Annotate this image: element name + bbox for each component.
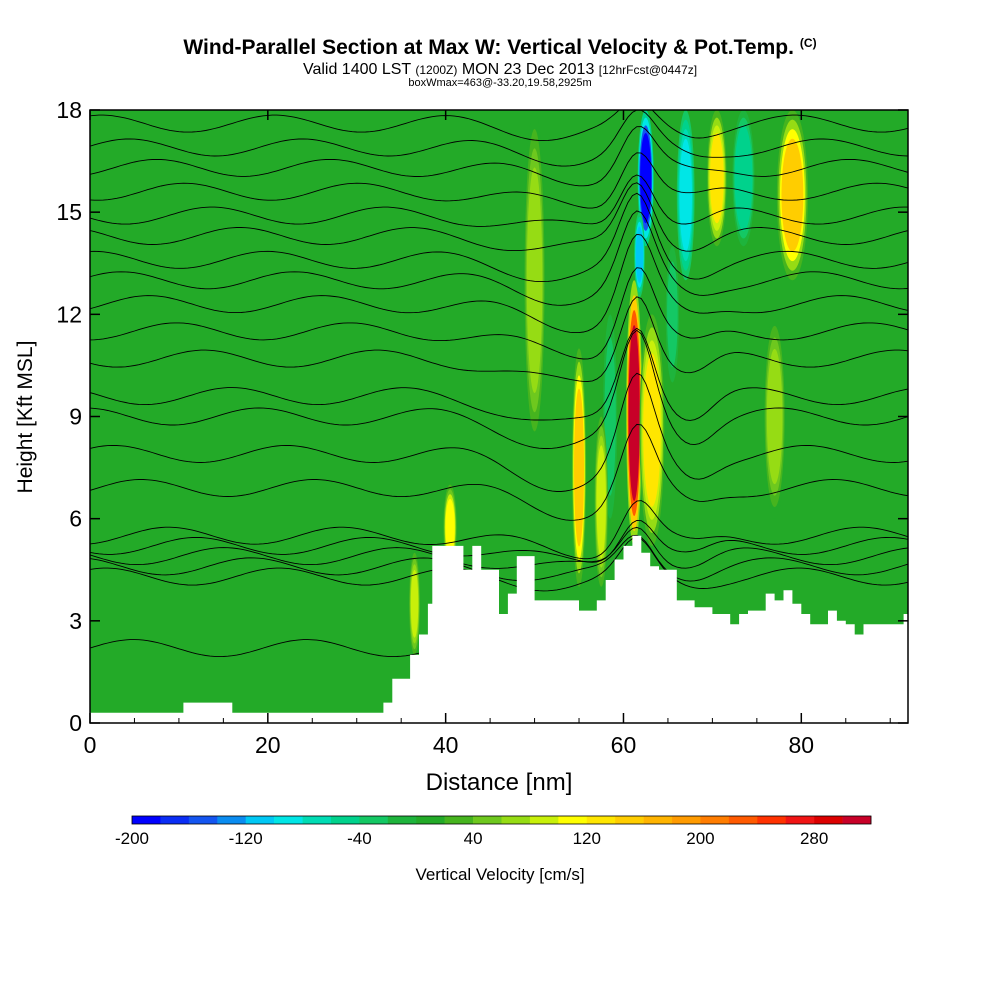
- colorbar-swatch-4: [245, 816, 275, 824]
- colorbar-swatch-19: [672, 816, 701, 824]
- axes: 0 20 40 60 80 0 3 6 9 12 15 18: [56, 97, 908, 758]
- downdraft-band-2-level-3: [679, 138, 692, 252]
- updraft-band-8-level-3: [526, 167, 543, 394]
- y-tick-label-6: 18: [56, 97, 82, 123]
- colorbar-swatch-5: [274, 816, 303, 824]
- colorbar-swatch-2: [188, 816, 218, 824]
- colorbar-swatch-1: [160, 816, 190, 824]
- theta-contour-5: [90, 500, 908, 560]
- theta-contour-14: [90, 192, 908, 283]
- y-tick-label-4: 12: [56, 301, 82, 327]
- y-tick-label-2: 6: [69, 506, 82, 532]
- colorbar-swatch-17: [615, 816, 644, 824]
- plot-area: [90, 110, 908, 723]
- colorbar-swatch-10: [416, 816, 445, 824]
- theta-contour-11: [90, 267, 908, 360]
- updraft-band-4-level-3: [781, 138, 804, 252]
- theta-contour-19: [90, 110, 908, 167]
- updraft-band-1-level-3: [628, 325, 640, 502]
- colorbar-tick-label-4: 120: [573, 829, 601, 848]
- colorbar-swatch-9: [387, 816, 417, 824]
- theta-contour-16: [90, 174, 908, 227]
- colorbar-swatch-13: [501, 816, 531, 824]
- theta-contour-4: [90, 519, 908, 563]
- colorbar-swatch-0: [132, 816, 161, 824]
- x-tick-label-0: 0: [84, 732, 97, 758]
- colorbar-tick-label-5: 200: [686, 829, 714, 848]
- colorbar-tick-label-3: 40: [464, 829, 483, 848]
- x-tick-label-3: 60: [611, 732, 637, 758]
- colorbar-tick-label-0: -200: [115, 829, 149, 848]
- colorbar-swatch-22: [757, 816, 787, 824]
- theta-contour-18: [90, 126, 908, 187]
- y-tick-label-0: 0: [69, 710, 82, 736]
- colorbar-swatch-3: [217, 816, 246, 824]
- theta-contour-20: [90, 110, 908, 142]
- colorbar-swatch-12: [473, 816, 502, 824]
- theta-contour-8: [90, 329, 908, 449]
- updraft-band-3-level-3: [709, 132, 724, 224]
- updraft-band-7-level-3: [410, 569, 419, 638]
- updraft-band-0-level-3: [574, 388, 585, 547]
- colorbar-swatch-7: [330, 816, 360, 824]
- y-tick-label-1: 3: [69, 608, 82, 634]
- theta-contour-17: [90, 152, 908, 209]
- valid-time-line: Valid 1400 LST (1200Z) MON 23 Dec 2013 […: [302, 61, 698, 78]
- colorbar-tick-label-6: 280: [800, 829, 828, 848]
- colorbar-frame: [131, 815, 872, 825]
- x-tick-label-4: 80: [789, 732, 815, 758]
- colorbar-swatch-6: [302, 816, 332, 824]
- colorbar-swatch-20: [700, 816, 730, 824]
- x-axis-label: Distance [nm]: [426, 769, 573, 796]
- updraft-band-6-level-3: [445, 498, 455, 556]
- colorbar-label: Vertical Velocity [cm/s]: [415, 865, 584, 884]
- colorbar-swatch-21: [728, 816, 758, 824]
- colorbar-swatch-15: [558, 816, 588, 824]
- updraft-band-9-level-3: [596, 445, 606, 559]
- theta-contour-12: [90, 233, 908, 334]
- box-wmax-line: boxWmax=463@-33.20,19.58,2925m: [408, 77, 592, 89]
- colorbar-swatch-11: [444, 816, 474, 824]
- theta-contour-9: [90, 327, 908, 421]
- downdraft-band-5-level-3: [667, 269, 678, 360]
- colorbar-tick-label-1: -120: [229, 829, 263, 848]
- downdraft-band-0-level-3: [640, 132, 652, 224]
- theta-contour-6: [90, 423, 908, 521]
- downdraft-band-4-level-3: [605, 348, 616, 485]
- x-tick-label-2: 40: [433, 732, 459, 758]
- velocity-bands: [409, 110, 808, 655]
- theta-contour-7: [90, 372, 908, 492]
- terrain-mask: [90, 535, 908, 723]
- colorbar-swatch-25: [842, 816, 872, 824]
- theta-contour-3: [90, 526, 908, 569]
- theta-contour-10: [90, 296, 908, 382]
- theta-contour-15: [90, 182, 908, 252]
- downdraft-band-3-level-3: [735, 132, 752, 224]
- colorbar-swatch-24: [814, 816, 843, 824]
- updraft-band-2-level-3: [643, 353, 661, 507]
- colorbar-swatch-18: [643, 816, 673, 824]
- x-tick-label-1: 20: [255, 732, 281, 758]
- colorbar-swatch-23: [785, 816, 815, 824]
- colorbar: -200 -120 -40 40 120 200 280: [115, 815, 872, 848]
- colorbar-tick-label-2: -40: [347, 829, 372, 848]
- colorbar-swatch-8: [359, 816, 389, 824]
- theta-contour-13: [90, 210, 908, 306]
- theta-contours: [90, 110, 908, 664]
- y-axis-label: Height [Kft MSL]: [14, 341, 37, 494]
- chart-title: Wind-Parallel Section at Max W: Vertical…: [183, 36, 817, 59]
- colorbar-swatch-16: [586, 816, 616, 824]
- y-tick-label-3: 9: [69, 404, 82, 430]
- y-tick-label-5: 15: [56, 199, 82, 225]
- colorbar-swatch-14: [529, 816, 559, 824]
- updraft-band-5-level-3: [766, 348, 783, 485]
